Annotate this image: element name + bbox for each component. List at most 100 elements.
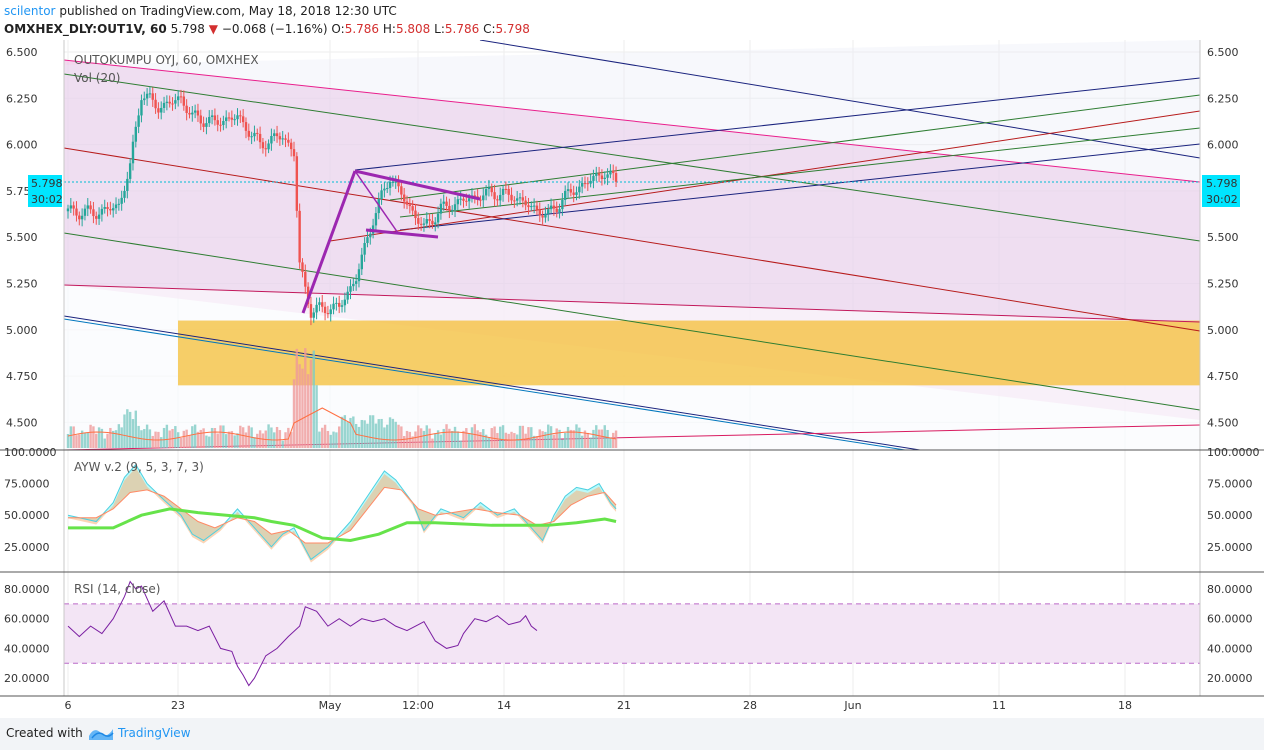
volume-bar [340, 416, 344, 448]
time-tick: Jun [843, 699, 861, 712]
candle-body [369, 233, 372, 238]
volume-bar [369, 415, 372, 448]
volume-bar [95, 433, 98, 448]
volume-bar [374, 423, 378, 448]
tradingview-brand-link[interactable]: TradingView [118, 726, 191, 740]
volume-bar [609, 437, 612, 448]
chart-canvas[interactable]: OUTOKUMPU OYJ, 60, OMXHEX Vol (20) AYW v… [0, 40, 1264, 718]
volume-bar [78, 434, 81, 448]
volume-bar [289, 432, 293, 448]
time-tick: May [319, 699, 342, 712]
candle-body [191, 112, 194, 115]
volume-bar [578, 427, 581, 448]
volume-bar [453, 426, 457, 448]
candle-body [448, 205, 451, 211]
candle-body [493, 192, 496, 200]
candle-body [544, 213, 547, 218]
volume-bar [332, 431, 335, 448]
volume-bar [309, 359, 313, 448]
volume-bar [270, 427, 273, 448]
ayw-title[interactable]: AYW v.2 (9, 5, 3, 7, 3) [74, 460, 204, 474]
candle-body [236, 115, 239, 120]
volume-bar [100, 428, 104, 448]
volume-bar [377, 419, 380, 448]
volume-bar [253, 437, 256, 448]
volume-bar [267, 424, 270, 448]
candle-body [532, 205, 536, 207]
volume-bar [493, 426, 496, 448]
candle-body [100, 208, 104, 215]
volume-bar [448, 428, 451, 448]
volume-bar [97, 427, 101, 448]
rsi-tick-right: 80.0000 [1207, 583, 1253, 596]
candle-body [202, 123, 205, 127]
candle-body [131, 141, 135, 164]
volume-bar [196, 431, 200, 448]
candle-body [323, 306, 327, 314]
volume-bar [134, 410, 137, 448]
price-tag-right-price: 5.798 [1206, 177, 1238, 190]
red-downtrend-line [63, 147, 1201, 332]
pattern-line-0 [301, 170, 357, 314]
volume-label[interactable]: Vol (20) [74, 71, 120, 85]
volume-bar [589, 437, 592, 448]
time-axis[interactable]: 6 23 May 12:00 14 21 28 Jun 11 18 [65, 699, 1133, 712]
volume-bar [580, 435, 584, 448]
candle-body [95, 216, 98, 219]
pattern-line-3 [354, 170, 399, 234]
rsi-title[interactable]: RSI (14, close) [74, 582, 160, 596]
candle-body [233, 119, 236, 121]
ayw-axis[interactable]: 100.0000 100.0000 75.0000 75.0000 50.0000 50.… [4, 446, 1260, 554]
candle-body [329, 309, 332, 315]
time-tick: 11 [992, 699, 1006, 712]
volume-bar [445, 424, 448, 448]
candle-body [501, 188, 505, 195]
candle-body [575, 192, 578, 195]
volume-bar [544, 431, 547, 448]
volume-ma-line [67, 407, 617, 441]
candle-body [250, 136, 253, 138]
volume-bar [383, 427, 386, 448]
candle-body [609, 170, 612, 175]
volume-bar [482, 429, 485, 448]
volume-bar [521, 425, 525, 448]
blue-channel-bottom [399, 143, 1201, 231]
candle-body [487, 187, 491, 190]
candle-body [143, 98, 146, 101]
author-link[interactable]: scilentor [4, 4, 56, 18]
volume-bar [600, 429, 604, 448]
price-tick-left: 6.000 [6, 139, 38, 152]
volume-bar [69, 426, 73, 448]
main-title[interactable]: OUTOKUMPU OYJ, 60, OMXHEX [74, 53, 259, 67]
rsi-line [67, 580, 538, 687]
candle-body [380, 190, 383, 200]
volume-bar [225, 434, 228, 448]
volume-bar [538, 429, 541, 448]
volume-bar [227, 431, 231, 448]
volume-bar [357, 426, 361, 448]
candle-body [425, 219, 428, 224]
volume-bar [92, 426, 95, 448]
price-tick-left: 4.750 [6, 370, 38, 383]
rsi-axis[interactable]: 80.0000 80.0000 60.0000 60.0000 40.0000 40.00… [4, 583, 1253, 685]
candle-body [442, 201, 445, 204]
candle-body [354, 281, 358, 284]
candle-body [227, 117, 231, 119]
candle-body [154, 99, 157, 109]
volume-bar [561, 439, 564, 448]
blue-lower-line [63, 315, 921, 451]
candle-body [239, 115, 242, 117]
candle-body [264, 148, 267, 150]
tradingview-logo-icon[interactable] [88, 724, 114, 745]
candle-body [586, 183, 589, 185]
volume-bar [507, 433, 510, 448]
chart-header: scilentor published on TradingView.com, … [0, 0, 1264, 40]
volume-bar [354, 423, 358, 448]
publish-info: published on TradingView.com, May 18, 20… [59, 4, 397, 18]
volume-bar [165, 424, 169, 448]
rsi-tick-left: 80.0000 [4, 583, 50, 596]
volume-bar [275, 426, 279, 448]
green-channel-mid [399, 127, 1201, 218]
volume-bar [199, 429, 202, 448]
volume-bar [473, 424, 476, 448]
